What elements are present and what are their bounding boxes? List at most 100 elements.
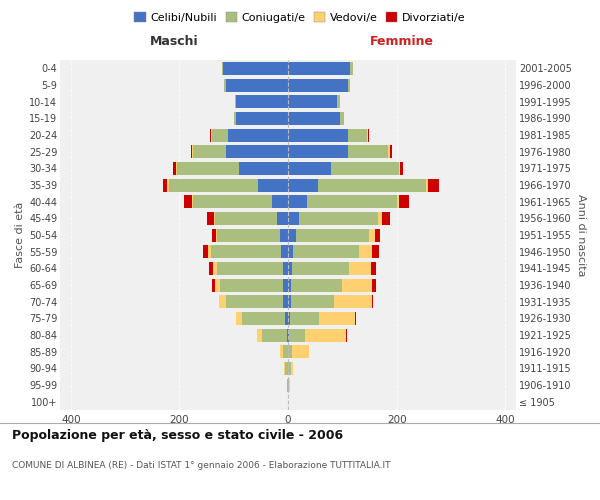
Bar (281, 245, 288, 258)
Bar (296, 228, 370, 241)
Bar (287, 328, 288, 342)
Bar (223, 62, 288, 75)
Bar (203, 245, 208, 258)
Text: Femmine: Femmine (370, 36, 434, 49)
Text: COMUNE DI ALBINEA (RE) - Dati ISTAT 1° gennaio 2006 - Elaborazione TUTTITALIA.IT: COMUNE DI ALBINEA (RE) - Dati ISTAT 1° g… (12, 461, 391, 470)
Bar (212, 228, 217, 241)
Bar (213, 262, 217, 275)
Bar (337, 95, 340, 108)
Bar (293, 245, 359, 258)
Bar (289, 328, 305, 342)
Bar (211, 245, 281, 258)
Bar (350, 62, 353, 75)
Bar (228, 128, 288, 141)
Bar (217, 262, 283, 275)
Bar (372, 278, 376, 291)
Bar (211, 128, 212, 141)
Bar (215, 278, 220, 291)
Bar (219, 295, 226, 308)
Bar (285, 362, 288, 375)
Bar (359, 245, 372, 258)
Bar (173, 162, 176, 175)
Bar (193, 145, 226, 158)
Bar (340, 112, 344, 125)
Bar (207, 212, 214, 225)
Bar (377, 212, 382, 225)
Bar (177, 162, 239, 175)
Bar (292, 345, 308, 358)
Bar (399, 195, 409, 208)
Text: Maschi: Maschi (149, 36, 199, 49)
Bar (348, 128, 367, 141)
Bar (217, 228, 280, 241)
Bar (288, 362, 291, 375)
Bar (288, 345, 292, 358)
Bar (368, 128, 369, 141)
Bar (375, 228, 380, 241)
Bar (236, 312, 242, 325)
Bar (283, 295, 288, 308)
Bar (288, 112, 340, 125)
Bar (331, 162, 399, 175)
Bar (288, 245, 293, 258)
Bar (318, 178, 427, 192)
Bar (367, 128, 368, 141)
Bar (239, 162, 288, 175)
Bar (208, 245, 211, 258)
Bar (222, 62, 223, 75)
Bar (334, 295, 372, 308)
Bar (288, 62, 350, 75)
Bar (288, 162, 331, 175)
Bar (258, 178, 288, 192)
Bar (176, 162, 177, 175)
Bar (280, 345, 283, 358)
Bar (235, 95, 236, 108)
Bar (214, 212, 215, 225)
Bar (280, 228, 288, 241)
Bar (236, 95, 288, 108)
Bar (299, 212, 377, 225)
Bar (226, 295, 283, 308)
Text: Popolazione per età, sesso e stato civile - 2006: Popolazione per età, sesso e stato civil… (12, 430, 343, 442)
Bar (389, 145, 392, 158)
Bar (192, 145, 193, 158)
Bar (370, 228, 375, 241)
Bar (215, 212, 277, 225)
Bar (288, 78, 348, 92)
Bar (163, 178, 167, 192)
Bar (226, 78, 288, 92)
Bar (192, 195, 193, 208)
Bar (427, 178, 428, 192)
Bar (371, 262, 376, 275)
Bar (428, 178, 439, 192)
Bar (212, 128, 228, 141)
Bar (288, 262, 292, 275)
Bar (342, 278, 372, 291)
Bar (291, 295, 334, 308)
Bar (288, 128, 348, 141)
Bar (284, 362, 285, 375)
Bar (372, 295, 373, 308)
Bar (193, 195, 272, 208)
Bar (236, 112, 288, 125)
Bar (355, 312, 356, 325)
Bar (288, 228, 296, 241)
Bar (349, 262, 371, 275)
Bar (400, 162, 403, 175)
Y-axis label: Fasce di età: Fasce di età (14, 202, 25, 268)
Bar (257, 328, 262, 342)
Bar (288, 312, 290, 325)
Bar (289, 378, 290, 392)
Bar (290, 312, 319, 325)
Bar (288, 378, 289, 392)
Bar (291, 278, 342, 291)
Bar (262, 328, 287, 342)
Bar (272, 195, 288, 208)
Bar (283, 345, 288, 358)
Bar (288, 278, 291, 291)
Bar (397, 195, 399, 208)
Bar (224, 78, 226, 92)
Bar (291, 362, 293, 375)
Bar (191, 145, 192, 158)
Bar (307, 195, 397, 208)
